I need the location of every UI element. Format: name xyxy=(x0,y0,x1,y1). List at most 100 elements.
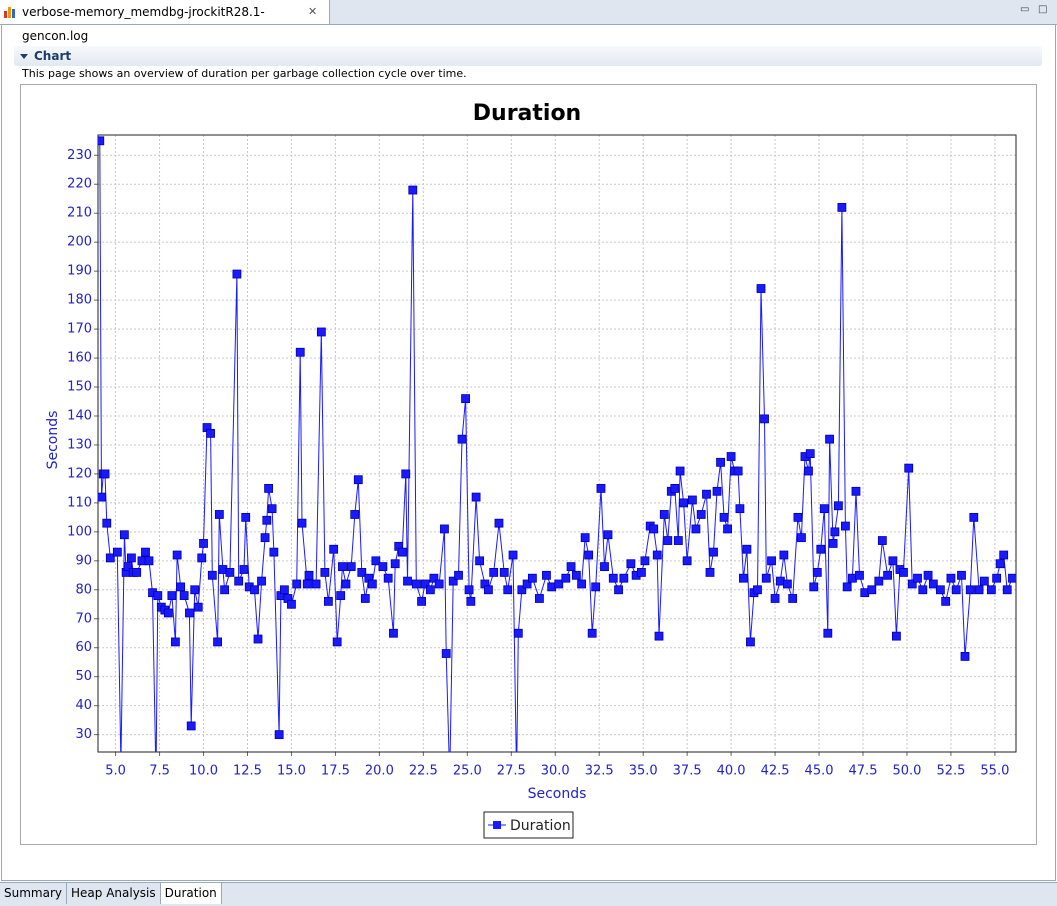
editor-tab[interactable]: verbose-memory_memdbg-jrockitR28.1-genco… xyxy=(0,0,330,43)
data-point xyxy=(123,562,133,572)
data-point xyxy=(571,570,581,580)
data-point xyxy=(153,591,163,600)
data-point xyxy=(705,568,715,577)
data-point xyxy=(214,510,224,519)
data-point xyxy=(176,582,186,592)
data-point xyxy=(591,582,601,592)
x-tick-label: 5.0 xyxy=(105,764,126,779)
data-point xyxy=(753,585,762,595)
x-tick-label: 47.5 xyxy=(849,764,878,779)
data-point xyxy=(323,596,333,606)
data-point xyxy=(338,562,347,572)
data-point xyxy=(105,553,115,563)
data-point xyxy=(649,524,659,534)
data-point xyxy=(401,469,411,479)
legend-marker xyxy=(493,821,501,829)
data-point xyxy=(746,637,755,647)
data-point xyxy=(336,591,346,600)
data-point xyxy=(816,544,826,554)
y-tick-label: 130 xyxy=(67,437,92,452)
y-tick-label: 220 xyxy=(67,177,92,192)
x-tick-label: 30.0 xyxy=(541,764,570,779)
data-point xyxy=(760,414,769,424)
data-point xyxy=(804,466,813,476)
data-point xyxy=(1002,585,1012,595)
data-point xyxy=(659,510,669,519)
data-point xyxy=(960,652,970,661)
data-point xyxy=(264,483,273,493)
data-point xyxy=(98,492,106,502)
data-point xyxy=(302,579,312,589)
data-point xyxy=(213,637,222,647)
data-point xyxy=(883,570,893,580)
x-tick-label: 22.5 xyxy=(409,764,438,779)
y-tick-label: 180 xyxy=(67,293,92,308)
data-point xyxy=(262,515,272,525)
y-tick-label: 210 xyxy=(67,206,92,221)
data-point xyxy=(429,573,439,583)
data-point xyxy=(397,547,407,557)
data-point xyxy=(833,501,843,511)
y-tick-label: 110 xyxy=(67,495,92,510)
data-point xyxy=(241,512,251,522)
data-point xyxy=(637,568,646,577)
data-point xyxy=(793,512,803,522)
data-point xyxy=(239,565,249,574)
data-point xyxy=(923,570,933,580)
data-point xyxy=(1008,573,1016,583)
maximize-button[interactable]: □ xyxy=(1038,4,1048,15)
editor-frame xyxy=(1,25,1056,881)
y-tick-label: 140 xyxy=(67,408,92,423)
data-point xyxy=(389,628,398,638)
x-tick-label: 50.0 xyxy=(892,764,921,779)
data-point xyxy=(608,573,618,583)
data-point xyxy=(484,585,493,595)
data-point xyxy=(357,568,367,577)
data-point xyxy=(346,562,356,572)
y-tick-label: 100 xyxy=(67,524,92,539)
x-tick-label: 7.5 xyxy=(149,764,170,779)
data-point xyxy=(969,512,979,522)
minimize-button[interactable]: ▭ xyxy=(1020,4,1030,15)
x-tick-label: 15.0 xyxy=(277,764,306,779)
bottom-tab[interactable]: Duration xyxy=(160,883,222,904)
data-point xyxy=(812,568,822,577)
data-point xyxy=(234,576,244,586)
close-button[interactable]: ✕ xyxy=(308,5,318,18)
data-point xyxy=(797,533,806,543)
data-point xyxy=(127,553,136,563)
data-point xyxy=(292,579,302,589)
expand-toggle[interactable] xyxy=(20,54,28,59)
y-tick-label: 70 xyxy=(75,611,92,626)
data-point xyxy=(941,596,951,606)
data-point xyxy=(475,556,485,566)
chart-panel xyxy=(20,84,1037,845)
data-point xyxy=(888,556,898,566)
data-point xyxy=(100,469,110,479)
data-point xyxy=(517,585,527,595)
data-point xyxy=(341,579,351,589)
data-point xyxy=(199,539,208,548)
data-point xyxy=(580,533,590,543)
data-point xyxy=(461,394,470,404)
data-point xyxy=(828,539,838,548)
bottom-tab[interactable]: Summary xyxy=(0,883,67,904)
y-tick-label: 90 xyxy=(75,553,92,568)
section-description: This page shows an overview of duration … xyxy=(22,67,467,80)
data-point xyxy=(179,591,189,600)
data-point xyxy=(269,547,279,557)
x-tick-label: 35.0 xyxy=(629,764,658,779)
data-point xyxy=(253,634,263,644)
data-point xyxy=(454,570,463,580)
bottom-tab[interactable]: Heap Analysis xyxy=(67,883,161,904)
data-point xyxy=(723,524,732,534)
y-tick-label: 60 xyxy=(75,640,92,655)
data-point xyxy=(719,512,729,522)
data-point xyxy=(170,637,180,647)
data-point xyxy=(561,573,571,583)
section-header[interactable]: Chart xyxy=(14,46,1042,66)
data-point xyxy=(841,521,850,531)
y-tick-label: 120 xyxy=(67,466,92,481)
data-point xyxy=(535,594,544,603)
x-tick-label: 25.0 xyxy=(453,764,482,779)
